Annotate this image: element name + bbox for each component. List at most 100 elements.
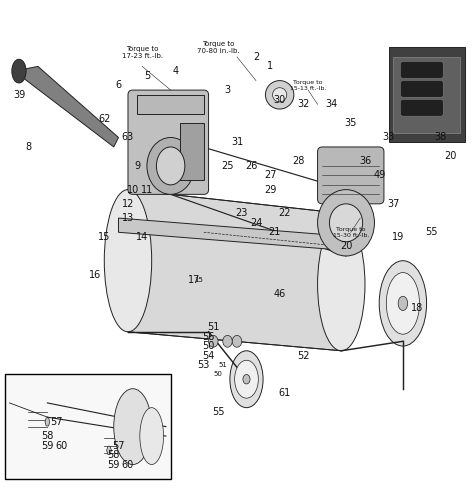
Text: 22: 22 xyxy=(278,209,291,218)
Text: 55: 55 xyxy=(425,227,438,237)
Text: 62: 62 xyxy=(98,113,110,124)
Ellipse shape xyxy=(386,273,419,334)
Ellipse shape xyxy=(230,351,263,408)
Text: 51: 51 xyxy=(219,362,227,368)
Text: 52: 52 xyxy=(297,351,310,360)
Polygon shape xyxy=(137,95,204,114)
Ellipse shape xyxy=(329,204,363,242)
Text: 20: 20 xyxy=(340,242,352,251)
Text: 50: 50 xyxy=(214,372,222,378)
Ellipse shape xyxy=(318,190,374,256)
FancyBboxPatch shape xyxy=(401,80,443,97)
Text: 31: 31 xyxy=(231,137,243,147)
Polygon shape xyxy=(389,47,465,142)
Text: 3: 3 xyxy=(225,85,230,95)
Ellipse shape xyxy=(232,335,242,347)
Polygon shape xyxy=(118,218,356,251)
Text: 54: 54 xyxy=(202,351,215,360)
Text: 28: 28 xyxy=(292,156,305,166)
Text: 59: 59 xyxy=(41,441,54,451)
Polygon shape xyxy=(45,418,50,426)
Text: 35: 35 xyxy=(345,118,357,128)
Text: 61: 61 xyxy=(278,388,291,398)
Ellipse shape xyxy=(273,88,287,102)
Text: 17: 17 xyxy=(188,275,201,284)
Text: Torque to
17-23 ft.-lb.: Torque to 17-23 ft.-lb. xyxy=(122,46,163,59)
Text: 60: 60 xyxy=(122,459,134,469)
Ellipse shape xyxy=(147,138,194,194)
Text: 60: 60 xyxy=(55,441,68,451)
Ellipse shape xyxy=(209,335,218,347)
Text: 11: 11 xyxy=(141,184,153,195)
Text: 23: 23 xyxy=(236,209,248,218)
Ellipse shape xyxy=(318,218,365,351)
FancyBboxPatch shape xyxy=(128,90,209,194)
Text: 25: 25 xyxy=(221,161,234,171)
Text: 4: 4 xyxy=(173,66,178,76)
Polygon shape xyxy=(128,190,341,351)
Text: 20: 20 xyxy=(444,151,456,161)
Polygon shape xyxy=(14,67,118,147)
Text: 8: 8 xyxy=(26,142,31,152)
Ellipse shape xyxy=(104,190,152,332)
Text: 57: 57 xyxy=(112,441,125,451)
Polygon shape xyxy=(393,57,460,133)
Text: 59: 59 xyxy=(108,459,120,469)
Text: 5: 5 xyxy=(144,71,150,81)
Text: 58: 58 xyxy=(41,431,54,441)
FancyBboxPatch shape xyxy=(318,147,384,204)
Text: 2: 2 xyxy=(253,52,259,62)
Text: 15: 15 xyxy=(195,277,203,282)
Ellipse shape xyxy=(114,388,152,464)
Text: 37: 37 xyxy=(387,199,400,209)
Text: 29: 29 xyxy=(264,184,276,195)
Text: 19: 19 xyxy=(392,232,404,242)
Ellipse shape xyxy=(140,408,164,464)
Text: 36: 36 xyxy=(359,156,371,166)
Ellipse shape xyxy=(12,59,26,83)
Text: 16: 16 xyxy=(89,270,101,280)
Text: 34: 34 xyxy=(326,99,338,109)
Text: 30: 30 xyxy=(273,95,286,105)
Text: 1: 1 xyxy=(267,62,273,71)
Text: 12: 12 xyxy=(122,199,134,209)
Ellipse shape xyxy=(243,375,250,384)
Ellipse shape xyxy=(398,296,408,311)
Ellipse shape xyxy=(379,261,427,346)
Text: 50: 50 xyxy=(202,341,215,351)
Text: 63: 63 xyxy=(122,133,134,142)
Text: Torque to
15-13 ft.-lb.: Torque to 15-13 ft.-lb. xyxy=(290,80,326,91)
Text: Torque to
70-80 in.-lb.: Torque to 70-80 in.-lb. xyxy=(197,41,239,54)
Ellipse shape xyxy=(223,335,232,347)
Text: 51: 51 xyxy=(207,322,219,332)
Text: 55: 55 xyxy=(212,407,224,418)
Text: 10: 10 xyxy=(127,184,139,195)
Ellipse shape xyxy=(156,147,185,185)
Text: 27: 27 xyxy=(264,171,276,180)
Polygon shape xyxy=(107,446,111,455)
Text: 14: 14 xyxy=(136,232,148,242)
Ellipse shape xyxy=(265,80,294,109)
Text: 9: 9 xyxy=(135,161,140,171)
Text: 13: 13 xyxy=(122,213,134,223)
FancyBboxPatch shape xyxy=(5,375,171,479)
Text: 53: 53 xyxy=(198,360,210,370)
Text: 57: 57 xyxy=(51,417,63,427)
FancyBboxPatch shape xyxy=(401,100,443,116)
Text: 32: 32 xyxy=(297,99,310,109)
Text: 49: 49 xyxy=(373,171,385,180)
Text: 26: 26 xyxy=(245,161,257,171)
Text: 15: 15 xyxy=(98,232,110,242)
Text: 58: 58 xyxy=(108,450,120,460)
Polygon shape xyxy=(180,123,204,180)
Text: 33: 33 xyxy=(383,133,395,142)
Text: 24: 24 xyxy=(250,218,262,228)
Text: 39: 39 xyxy=(13,90,25,100)
Ellipse shape xyxy=(235,360,258,398)
Text: 56: 56 xyxy=(202,332,215,342)
Text: 6: 6 xyxy=(116,80,121,90)
Text: 18: 18 xyxy=(411,303,423,313)
Text: 38: 38 xyxy=(435,133,447,142)
Text: 21: 21 xyxy=(269,227,281,237)
Text: 46: 46 xyxy=(273,289,286,299)
